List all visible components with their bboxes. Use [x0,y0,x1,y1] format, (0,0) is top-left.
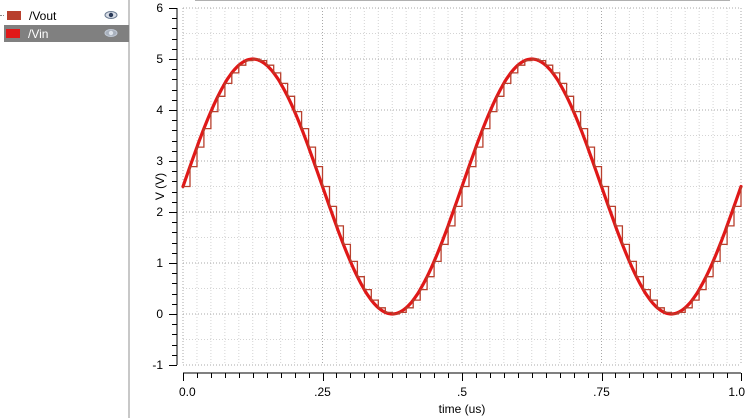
plot-top-border [195,0,730,1]
svg-text:0.0: 0.0 [179,385,196,399]
x-axis-title: time (us) [439,402,486,416]
eye-icon[interactable] [104,28,118,38]
svg-text:0: 0 [156,307,163,321]
eye-icon[interactable] [104,10,118,20]
svg-text:1: 1 [156,256,163,270]
svg-text:1.0: 1.0 [728,385,745,399]
svg-text:.25: .25 [314,385,331,399]
color-swatch [7,11,21,20]
series-vout[interactable] [183,58,742,315]
y-axis-title: V (V) [153,173,167,200]
waveform-plot[interactable]: -1 0 1 2 3 4 5 6 0.0 .25 .5 .75 1.0 V (V) time (us) [131,0,752,418]
color-swatch [6,29,20,38]
series-layer [181,57,743,316]
svg-text:6: 6 [156,1,163,15]
svg-text:2: 2 [156,205,163,219]
legend-item-vin[interactable]: /Vin [4,25,129,42]
svg-text:3: 3 [156,154,163,168]
svg-text:.75: .75 [593,385,610,399]
legend-panel: /Vout /Vin [0,0,130,418]
tree-connector [0,15,4,16]
svg-text:-1: -1 [152,358,163,372]
legend-label: /Vin [28,26,49,41]
legend-item-vout[interactable]: /Vout [0,7,129,24]
svg-text:.5: .5 [457,385,467,399]
svg-text:4: 4 [156,103,163,117]
legend-label: /Vout [29,8,57,23]
svg-text:5: 5 [156,52,163,66]
axes: -1 0 1 2 3 4 5 6 0.0 .25 .5 .75 1.0 [152,1,745,399]
